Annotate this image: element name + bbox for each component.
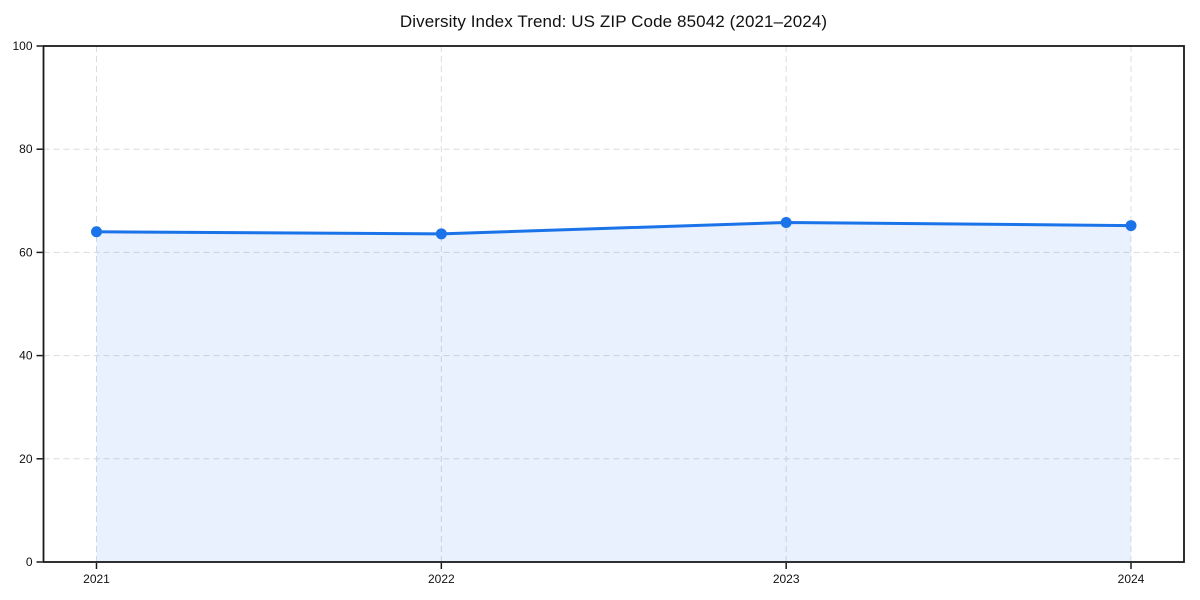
data-point-marker [435, 228, 447, 240]
data-point-marker [780, 216, 792, 228]
y-axis-tick-label: 80 [19, 142, 33, 156]
area-fill [96, 222, 1131, 563]
data-point-marker [91, 226, 102, 238]
data-point-marker [1125, 220, 1137, 232]
y-axis-tick-label: 60 [19, 245, 33, 259]
y-axis-tick-label: 20 [19, 452, 33, 466]
trend-line [95, 220, 1133, 236]
x-axis-tick-label: 2024 [1118, 572, 1145, 586]
y-axis-tick-label: 100 [12, 39, 32, 53]
y-axis-tick-label: 40 [19, 349, 33, 363]
chart-title: Diversity Index Trend: US ZIP Code 85042… [399, 12, 828, 31]
x-axis-tick-label: 2023 [773, 572, 800, 586]
x-axis-tick-label: 2022 [428, 572, 455, 586]
y-axis-tick-label: 0 [26, 555, 33, 569]
x-axis-tick-label: 2021 [83, 572, 110, 586]
axis-spine [42, 45, 1185, 563]
